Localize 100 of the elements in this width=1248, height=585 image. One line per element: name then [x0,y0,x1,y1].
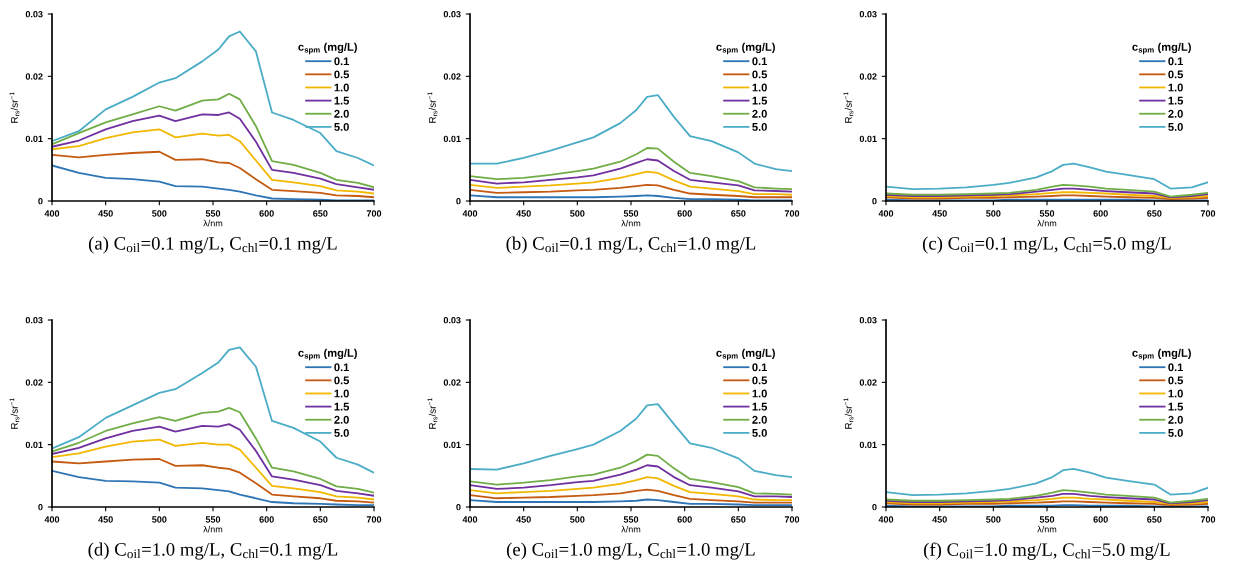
legend-label: 0.5 [334,70,350,79]
line-series [886,183,1208,198]
x-tick-label: 650 [731,516,746,523]
x-axis-title: λ/nm [1037,219,1057,227]
x-axis-title: λ/nm [621,525,641,533]
legend-label: 2.0 [334,109,349,118]
y-tick-label: 0 [38,197,43,205]
legend-label: 0.5 [1168,376,1184,385]
x-tick-label: 650 [313,210,328,217]
line-series [470,147,792,191]
line-series [52,458,374,504]
y-tick-label: 0.03 [859,10,877,18]
legend-label: 0.1 [752,57,768,66]
y-tick-label: 0 [456,197,461,205]
legend-label: 0.5 [752,70,768,79]
x-tick-label: 600 [677,516,692,523]
y-tick-label: 0.03 [443,316,461,324]
legend-label: 1.5 [752,402,768,411]
text: (f) C$_{oil}$=1.0 mg/L, C$_{chl}$=5.0 mg/L [923,542,1170,560]
x-tick-label: 600 [1093,516,1108,523]
x-tick-label: 550 [205,210,221,217]
x-tick-label: 500 [986,210,1001,217]
y-axis-title: R$_{rs}$/sr$^{−1}$ [9,92,20,123]
x-tick-label: 550 [205,516,221,523]
x-tick-label: 450 [932,210,947,217]
legend-label: 2.0 [752,109,767,118]
legend-label: 1.0 [752,389,767,398]
legend-title: c$_{spm}$ (mg/L) [1132,42,1191,55]
line-series [470,488,792,504]
y-tick-label: 0 [872,503,877,511]
x-tick-label: 450 [516,210,531,217]
legend-label: 0.5 [334,376,350,385]
y-axis-title: R$_{rs}$/sr$^{−1}$ [843,398,854,429]
line-series [470,170,792,196]
y-tick-label: 0.02 [443,379,461,386]
legend-label: 1.0 [752,83,767,92]
legend-label: 5.0 [1168,429,1183,437]
x-tick-label: 400 [462,516,478,523]
text: (a) C$_{oil}$=0.1 mg/L, C$_{chl}$=0.1 mg/L [88,236,337,254]
legend-label: 1.5 [334,96,350,105]
x-axis-title: λ/nm [203,219,223,227]
y-tick-label: 0 [38,503,43,511]
legend-label: 1.5 [334,402,350,411]
legend-label: 0.1 [1168,57,1184,66]
legend-label: 1.5 [1168,96,1184,105]
x-tick-label: 550 [623,210,639,217]
y-tick-label: 0.01 [859,135,877,143]
x-tick-label: 400 [878,210,894,217]
line-series [52,111,374,191]
y-tick-label: 0.02 [859,379,877,386]
x-axis-title: λ/nm [621,219,641,227]
y-axis-title: R$_{rs}$/sr$^{−1}$ [843,92,854,123]
x-tick-label: 450 [98,516,113,523]
line-series [470,158,792,193]
legend-title: c$_{spm}$ (mg/L) [716,42,775,55]
x-tick-label: 400 [462,210,478,217]
x-tick-label: 600 [677,210,692,217]
line-series [470,476,792,502]
legend-label: 2.0 [752,415,767,424]
x-axis-title: λ/nm [203,525,223,533]
x-tick-label: 700 [784,516,800,523]
legend-label: 5.0 [334,123,349,131]
line-series [52,423,374,497]
line-series [886,162,1208,191]
x-tick-label: 500 [152,210,167,217]
y-axis-title: R$_{rs}$/sr$^{−1}$ [427,398,438,429]
legend-label: 2.0 [334,415,349,424]
line-series [470,464,792,498]
x-tick-label: 550 [1039,516,1055,523]
text: (b) C$_{oil}$=0.1 mg/L, C$_{chl}$=1.0 mg/L [506,236,756,254]
line-series [470,403,792,478]
x-tick-label: 500 [152,516,167,523]
y-tick-label: 0.01 [25,441,43,449]
legend-label: 5.0 [1168,123,1183,131]
x-tick-label: 550 [623,516,639,523]
y-tick-label: 0.03 [443,10,461,18]
x-tick-label: 650 [1147,210,1162,217]
y-tick-label: 0 [456,503,461,511]
y-tick-label: 0.03 [859,316,877,324]
y-tick-label: 0.01 [25,135,43,143]
line-series [52,30,374,167]
x-tick-label: 700 [366,516,382,523]
x-tick-label: 650 [313,516,328,523]
y-tick-label: 0.03 [25,10,43,18]
y-tick-label: 0.02 [25,73,43,80]
y-tick-label: 0.01 [859,441,877,449]
x-tick-label: 500 [570,516,585,523]
legend-label: 0.5 [752,376,768,385]
x-tick-label: 400 [44,516,60,523]
legend-label: 2.0 [1168,109,1183,118]
x-tick-label: 450 [98,210,113,217]
legend-title: c$_{spm}$ (mg/L) [298,348,357,361]
x-tick-label: 500 [570,210,585,217]
y-tick-label: 0.02 [859,73,877,80]
x-tick-label: 450 [932,516,947,523]
y-tick-label: 0.02 [25,379,43,386]
x-tick-label: 700 [366,210,382,217]
text: (d) C$_{oil}$=1.0 mg/L, C$_{chl}$=0.1 mg/L [88,542,338,560]
x-tick-label: 650 [731,210,746,217]
x-tick-label: 400 [44,210,60,217]
